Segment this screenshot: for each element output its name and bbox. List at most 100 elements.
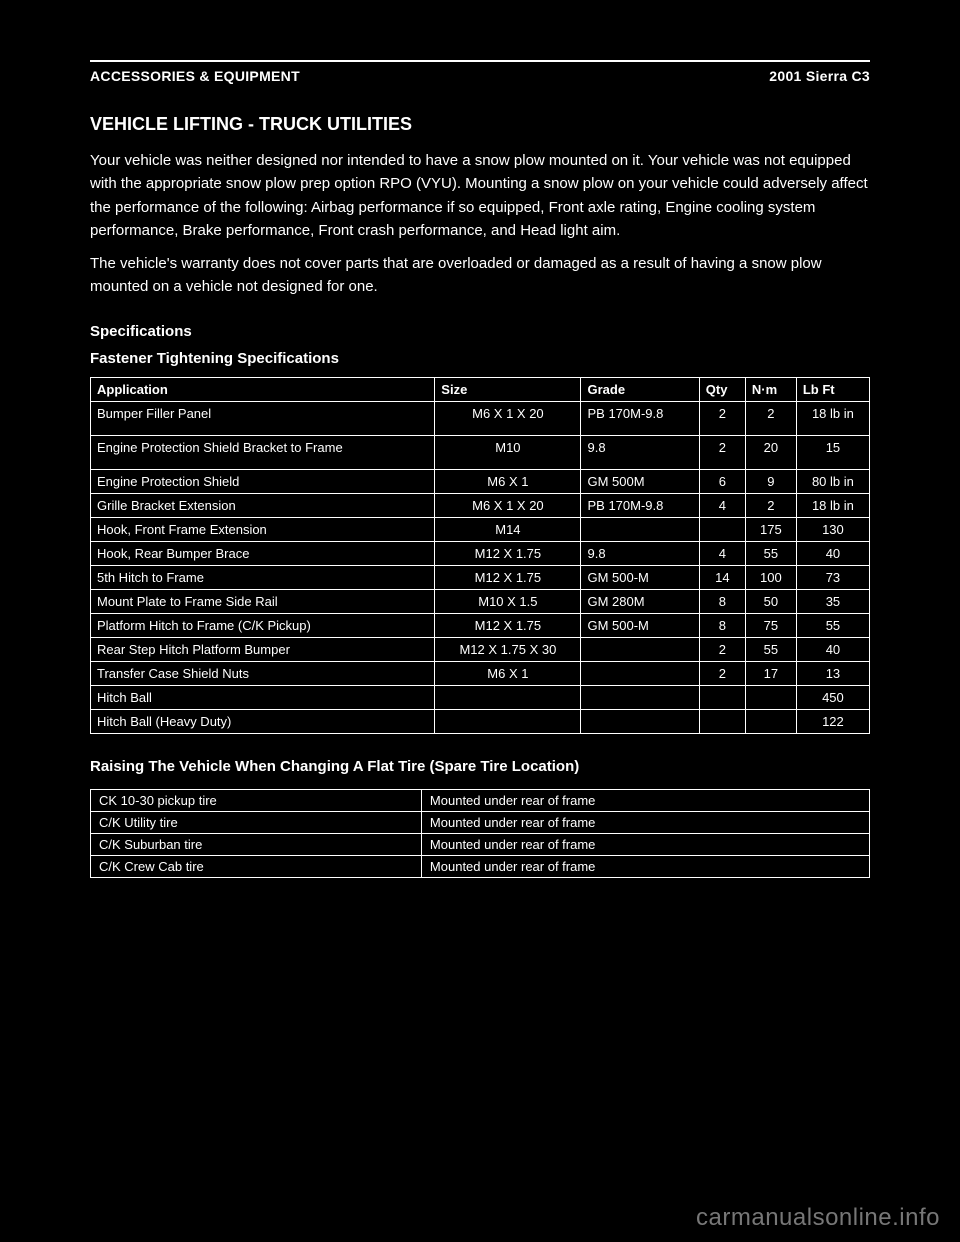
cell-nm: 20 xyxy=(745,435,796,469)
cell-qty: 4 xyxy=(699,493,745,517)
table-row: C/K Suburban tireMounted under rear of f… xyxy=(91,833,870,855)
table-row: Hitch Ball (Heavy Duty)122 xyxy=(91,709,870,733)
table-row: Rear Step Hitch Platform BumperM12 X 1.7… xyxy=(91,637,870,661)
cell-app: Hitch Ball (Heavy Duty) xyxy=(91,709,435,733)
cell-lbft: 15 xyxy=(796,435,869,469)
cell-qty: 2 xyxy=(699,637,745,661)
col-size: Size xyxy=(435,377,581,401)
cell-app: Hook, Front Frame Extension xyxy=(91,517,435,541)
cell-lbft: 73 xyxy=(796,565,869,589)
header-left: ACCESSORIES & EQUIPMENT xyxy=(90,68,300,84)
cell-nm xyxy=(745,685,796,709)
cell-location: Mounted under rear of frame xyxy=(421,789,869,811)
col-qty: Qty xyxy=(699,377,745,401)
watermark: carmanualsonline.info xyxy=(696,1204,940,1232)
cell-size: M10 X 1.5 xyxy=(435,589,581,613)
cell-location: Mounted under rear of frame xyxy=(421,811,869,833)
cell-nm: 17 xyxy=(745,661,796,685)
cell-app: Platform Hitch to Frame (C/K Pickup) xyxy=(91,613,435,637)
cell-app: 5th Hitch to Frame xyxy=(91,565,435,589)
cell-qty: 6 xyxy=(699,469,745,493)
cell-size: M6 X 1 xyxy=(435,469,581,493)
cell-app: Rear Step Hitch Platform Bumper xyxy=(91,637,435,661)
col-lbft: Lb Ft xyxy=(796,377,869,401)
cell-grade: PB 170M-9.8 xyxy=(581,493,699,517)
cell-app: Hitch Ball xyxy=(91,685,435,709)
tire-section-heading: Raising The Vehicle When Changing A Flat… xyxy=(90,758,870,775)
page-title: VEHICLE LIFTING - TRUCK UTILITIES xyxy=(90,114,870,135)
cell-grade: GM 500-M xyxy=(581,565,699,589)
cell-lbft: 450 xyxy=(796,685,869,709)
cell-location: Mounted under rear of frame xyxy=(421,833,869,855)
cell-model: C/K Suburban tire xyxy=(91,833,422,855)
cell-location: Mounted under rear of frame xyxy=(421,855,869,877)
cell-app: Bumper Filler Panel xyxy=(91,401,435,435)
cell-qty xyxy=(699,685,745,709)
cell-grade: 9.8 xyxy=(581,541,699,565)
cell-nm xyxy=(745,709,796,733)
specifications-subheading: Fastener Tightening Specifications xyxy=(90,350,870,367)
table-row: Hook, Rear Bumper BraceM12 X 1.759.84554… xyxy=(91,541,870,565)
cell-nm: 2 xyxy=(745,401,796,435)
cell-qty: 2 xyxy=(699,661,745,685)
cell-app: Mount Plate to Frame Side Rail xyxy=(91,589,435,613)
cell-model: C/K Crew Cab tire xyxy=(91,855,422,877)
cell-lbft: 40 xyxy=(796,637,869,661)
cell-grade: PB 170M-9.8 xyxy=(581,401,699,435)
cell-app: Engine Protection Shield Bracket to Fram… xyxy=(91,435,435,469)
cell-lbft: 13 xyxy=(796,661,869,685)
header-right: 2001 Sierra C3 xyxy=(769,68,870,84)
cell-size: M6 X 1 X 20 xyxy=(435,401,581,435)
table-row: CK 10-30 pickup tireMounted under rear o… xyxy=(91,789,870,811)
cell-lbft: 18 lb in xyxy=(796,401,869,435)
table-row: Platform Hitch to Frame (C/K Pickup)M12 … xyxy=(91,613,870,637)
cell-qty: 2 xyxy=(699,435,745,469)
cell-nm: 55 xyxy=(745,637,796,661)
intro-paragraph-1: Your vehicle was neither designed nor in… xyxy=(90,149,870,242)
cell-grade: 9.8 xyxy=(581,435,699,469)
cell-model: CK 10-30 pickup tire xyxy=(91,789,422,811)
cell-size: M14 xyxy=(435,517,581,541)
cell-nm: 55 xyxy=(745,541,796,565)
page-header: ACCESSORIES & EQUIPMENT 2001 Sierra C3 xyxy=(90,68,870,84)
table-row: Hook, Front Frame ExtensionM14 175130 xyxy=(91,517,870,541)
cell-lbft: 55 xyxy=(796,613,869,637)
cell-size: M12 X 1.75 xyxy=(435,613,581,637)
cell-lbft: 35 xyxy=(796,589,869,613)
cell-lbft: 40 xyxy=(796,541,869,565)
table-row: Bumper Filler PanelM6 X 1 X 20PB 170M-9.… xyxy=(91,401,870,435)
cell-size: M10 xyxy=(435,435,581,469)
cell-nm: 175 xyxy=(745,517,796,541)
cell-qty xyxy=(699,517,745,541)
cell-qty: 8 xyxy=(699,589,745,613)
col-application: Application xyxy=(91,377,435,401)
spare-tire-location-table: CK 10-30 pickup tireMounted under rear o… xyxy=(90,789,870,878)
cell-size xyxy=(435,685,581,709)
col-nm: N·m xyxy=(745,377,796,401)
table-row: Mount Plate to Frame Side RailM10 X 1.5G… xyxy=(91,589,870,613)
cell-size: M12 X 1.75 X 30 xyxy=(435,637,581,661)
cell-lbft: 130 xyxy=(796,517,869,541)
table-header-row: Application Size Grade Qty N·m Lb Ft xyxy=(91,377,870,401)
cell-grade xyxy=(581,685,699,709)
cell-lbft: 18 lb in xyxy=(796,493,869,517)
cell-app: Grille Bracket Extension xyxy=(91,493,435,517)
cell-qty: 14 xyxy=(699,565,745,589)
cell-nm: 9 xyxy=(745,469,796,493)
cell-qty xyxy=(699,709,745,733)
col-grade: Grade xyxy=(581,377,699,401)
cell-nm: 2 xyxy=(745,493,796,517)
cell-size: M12 X 1.75 xyxy=(435,541,581,565)
cell-grade xyxy=(581,517,699,541)
table-row: Grille Bracket ExtensionM6 X 1 X 20PB 17… xyxy=(91,493,870,517)
cell-grade: GM 500M xyxy=(581,469,699,493)
cell-nm: 50 xyxy=(745,589,796,613)
cell-grade xyxy=(581,709,699,733)
fastener-spec-table: Application Size Grade Qty N·m Lb Ft Bum… xyxy=(90,377,870,734)
cell-qty: 2 xyxy=(699,401,745,435)
cell-app: Transfer Case Shield Nuts xyxy=(91,661,435,685)
cell-size: M12 X 1.75 xyxy=(435,565,581,589)
cell-lbft: 80 lb in xyxy=(796,469,869,493)
intro-paragraph-2: The vehicle's warranty does not cover pa… xyxy=(90,252,870,299)
cell-model: C/K Utility tire xyxy=(91,811,422,833)
